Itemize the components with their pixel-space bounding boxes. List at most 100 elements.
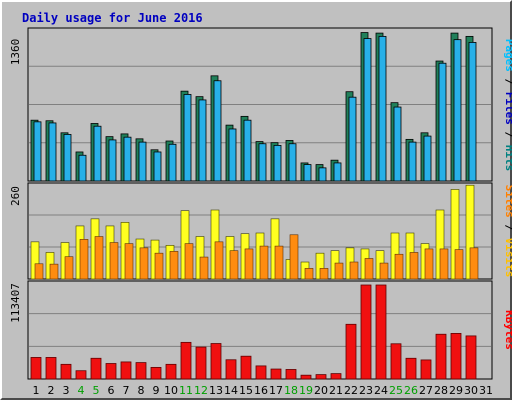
sites-bar bbox=[439, 248, 449, 280]
files-bar bbox=[33, 121, 42, 182]
files-bar bbox=[423, 135, 432, 182]
sites-bar bbox=[424, 248, 434, 280]
files-bar bbox=[63, 134, 72, 182]
sites-bar bbox=[199, 256, 209, 280]
files-bar bbox=[258, 143, 267, 182]
kbytes-bar bbox=[315, 374, 327, 380]
kbytes-bar bbox=[405, 357, 417, 380]
kbytes-bar bbox=[210, 343, 222, 380]
kbytes-bar bbox=[360, 284, 372, 380]
legend-visits: Visits bbox=[503, 238, 512, 278]
x-axis-day-label: 30 bbox=[464, 384, 478, 397]
sites-bar bbox=[244, 248, 254, 280]
files-bar bbox=[288, 143, 297, 182]
x-axis-day-label: 13 bbox=[209, 384, 223, 397]
sites-bar bbox=[394, 253, 404, 280]
files-bar bbox=[198, 99, 207, 182]
sites-bar bbox=[334, 262, 344, 280]
sites-bar bbox=[34, 263, 44, 280]
legend-files: Files bbox=[503, 92, 512, 125]
legend-pages: Pages bbox=[503, 39, 512, 72]
kbytes-bar bbox=[45, 357, 57, 380]
sites-bar bbox=[124, 243, 134, 280]
x-axis-day-label: 17 bbox=[269, 384, 283, 397]
sites-bar bbox=[259, 245, 269, 280]
files-bar bbox=[348, 96, 357, 182]
sites-bar bbox=[454, 249, 464, 280]
kbytes-bar bbox=[225, 359, 237, 380]
files-bar bbox=[228, 128, 237, 182]
legend-sites: Sites bbox=[503, 185, 512, 218]
sites-bar bbox=[154, 252, 164, 280]
files-bar bbox=[273, 144, 282, 182]
files-bar bbox=[78, 154, 87, 182]
sites-bar bbox=[184, 243, 194, 280]
x-axis-day-label: 19 bbox=[299, 384, 313, 397]
x-axis-day-label: 16 bbox=[254, 384, 268, 397]
x-axis-day-label: 3 bbox=[63, 384, 70, 397]
chart-title: Daily usage for June 2016 bbox=[22, 11, 203, 25]
sites-bar bbox=[379, 262, 389, 280]
x-axis-day-label: 8 bbox=[138, 384, 145, 397]
x-axis-day-label: 7 bbox=[123, 384, 130, 397]
files-bar bbox=[168, 143, 177, 182]
x-axis-day-label: 31 bbox=[479, 384, 493, 397]
x-axis-day-label: 11 bbox=[179, 384, 193, 397]
svg-text:Pages / Files / Hits: Pages / Files / Hits bbox=[503, 39, 512, 172]
x-axis-day-label: 1 bbox=[33, 384, 40, 397]
files-bar bbox=[123, 136, 132, 182]
kbytes-bar bbox=[90, 357, 102, 380]
x-axis-day-label: 23 bbox=[359, 384, 373, 397]
sites-bar bbox=[214, 241, 224, 280]
x-axis-day-label: 5 bbox=[93, 384, 100, 397]
sites-bar bbox=[364, 258, 374, 280]
visits-y-max-label: 260 bbox=[9, 186, 22, 206]
files-bar bbox=[93, 125, 102, 182]
kbytes-bar bbox=[270, 368, 282, 380]
sites-bar bbox=[319, 268, 329, 280]
x-axis-day-label: 21 bbox=[329, 384, 343, 397]
kbytes-bar bbox=[240, 355, 252, 380]
x-axis-day-label: 18 bbox=[284, 384, 298, 397]
hits-y-max-label: 1360 bbox=[9, 39, 22, 66]
legend-kbytes: KBytes bbox=[503, 310, 512, 350]
kbytes-bar bbox=[120, 361, 132, 380]
files-bar bbox=[213, 80, 222, 182]
kbytes-bar bbox=[75, 370, 87, 380]
sites-bar bbox=[304, 268, 314, 280]
x-axis-day-label: 6 bbox=[108, 384, 115, 397]
x-axis-day-label: 10 bbox=[164, 384, 178, 397]
kbytes-bar bbox=[420, 359, 432, 380]
kbytes-y-max-label: 113407 bbox=[9, 283, 22, 323]
kbytes-bar bbox=[450, 333, 462, 380]
x-axis-day-label: 28 bbox=[434, 384, 448, 397]
kbytes-bar bbox=[135, 362, 147, 380]
x-axis-day-label: 9 bbox=[153, 384, 160, 397]
kbytes-bar bbox=[330, 373, 342, 380]
files-bar bbox=[318, 167, 327, 182]
kbytes-bar bbox=[195, 346, 207, 380]
x-axis-day-label: 12 bbox=[194, 384, 208, 397]
x-axis-day-label: 4 bbox=[78, 384, 85, 397]
kbytes-bar bbox=[180, 341, 192, 380]
sites-bar bbox=[94, 236, 104, 280]
files-bar bbox=[243, 119, 252, 182]
sites-bar bbox=[79, 239, 89, 280]
files-bar bbox=[138, 141, 147, 182]
sites-bar bbox=[49, 263, 59, 280]
sites-bar bbox=[469, 247, 479, 280]
x-axis-day-label: 26 bbox=[404, 384, 418, 397]
kbytes-bar bbox=[345, 323, 357, 380]
kbytes-bar bbox=[60, 363, 72, 380]
kbytes-bar bbox=[30, 357, 42, 380]
x-axis-day-label: 29 bbox=[449, 384, 463, 397]
x-axis-day-label: 2 bbox=[48, 384, 55, 397]
x-axis-day-label: 20 bbox=[314, 384, 328, 397]
sites-bar bbox=[169, 251, 179, 280]
sites-bar bbox=[349, 261, 359, 280]
files-bar bbox=[453, 39, 462, 182]
kbytes-bar bbox=[375, 284, 387, 380]
files-bar bbox=[393, 106, 402, 182]
